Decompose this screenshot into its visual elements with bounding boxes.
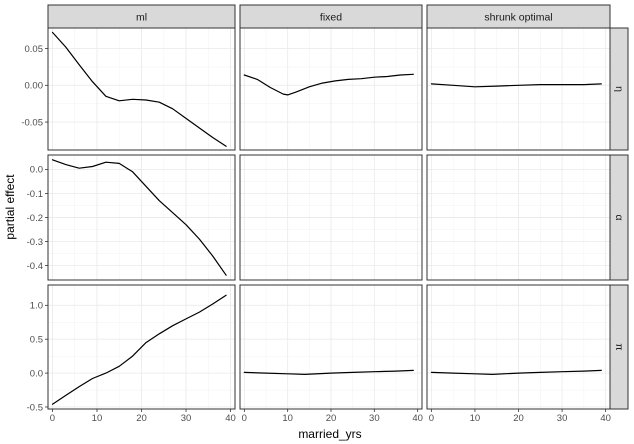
x-axis-title: married_yrs [298,427,361,441]
column-strip-label: ml [136,12,147,24]
panel-grid [47,27,611,410]
row-strip-label: η [613,86,625,92]
panel-r2-c1 [239,284,423,410]
x-tick-label: 30 [181,413,192,424]
column-strip-label: shrunk optimal [484,12,552,24]
y-tick-label: 1.0 [30,301,43,312]
series-line-r1-c0 [51,159,227,276]
y-tick-label: -0.4 [27,261,43,272]
panel-border [239,154,423,281]
facet-strips: ml fixed shrunk optimal η α π [47,4,629,410]
series-line-r0-c0 [51,31,227,147]
y-tick-label: -0.05 [21,117,43,128]
y-tick-label: -0.3 [27,237,43,248]
x-tick-label: 10 [92,413,103,424]
y-axis-title: partial effect [3,174,17,240]
y-tick-label: 0.0 [30,165,43,176]
panel-r1-c2 [426,154,611,281]
x-tick-label: 0 [50,413,55,424]
axes: -0.050.000.05-0.4-0.3-0.2-0.10.0-0.50.00… [21,44,611,424]
x-tick-label: 40 [225,413,236,424]
x-tick-label: 10 [282,413,293,424]
x-tick-label: 40 [600,413,611,424]
x-tick-label: 0 [242,413,247,424]
y-tick-label: 0.05 [25,44,44,55]
x-tick-label: 20 [513,413,524,424]
x-tick-label: 0 [429,413,434,424]
column-strip-label: fixed [320,12,342,24]
column-strip [47,4,236,29]
row-strip [609,284,629,410]
panel-r1-c1 [239,154,423,281]
series-line-r0-c1 [243,73,414,96]
x-tick-label: 30 [369,413,380,424]
x-tick-label: 20 [136,413,147,424]
series-line-r2-c2 [430,369,602,375]
x-tick-label: 40 [412,413,423,424]
panel-r2-c2 [426,284,611,410]
row-strip [609,154,629,281]
panel-r0-c1 [239,27,423,151]
series-line-r2-c1 [243,369,414,375]
y-tick-label: 0.0 [30,368,43,379]
row-strip [609,27,629,151]
x-tick-label: 30 [557,413,568,424]
row-strip-label: π [613,343,625,350]
y-tick-label: -0.1 [27,189,43,200]
panel-r0-c0 [47,27,236,151]
row-strip-label: α [613,214,625,220]
series-line-r0-c2 [430,83,602,88]
y-tick-label: -0.2 [27,213,43,224]
x-tick-label: 10 [470,413,481,424]
column-strip [239,4,423,29]
panel-r1-c0 [47,154,236,281]
series-line-r2-c0 [51,294,227,405]
column-strip [426,4,611,29]
y-tick-label: -0.5 [27,402,43,413]
y-tick-label: 0.00 [25,81,44,92]
panel-r0-c2 [426,27,611,151]
x-tick-label: 20 [326,413,337,424]
y-tick-label: 0.5 [30,335,43,346]
